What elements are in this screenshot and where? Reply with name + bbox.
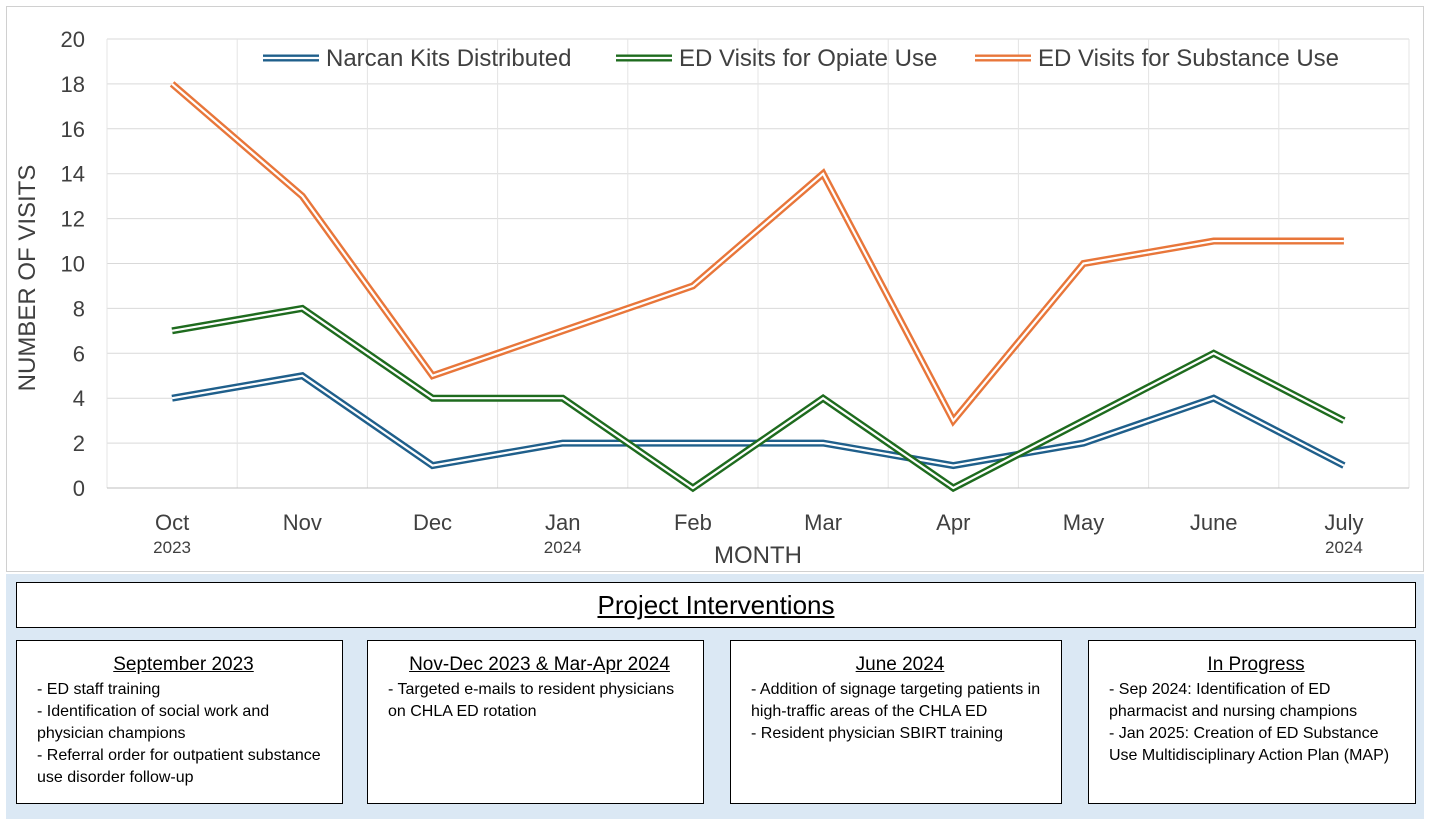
- y-tick-label: 16: [61, 117, 85, 142]
- card-title: September 2023: [113, 654, 254, 675]
- y-tick-label: 8: [73, 296, 85, 321]
- x-year-label: 2024: [1325, 538, 1363, 557]
- legend: Narcan Kits Distributed ED Visits for Opi…: [263, 45, 1339, 72]
- interventions-panel: Project Interventions September 2023 - E…: [6, 574, 1424, 819]
- x-tick-label: Dec: [413, 510, 452, 535]
- card-item: - Sep 2024: Identification of ED pharmac…: [1109, 681, 1358, 720]
- legend-label: ED Visits for Substance Use: [1038, 45, 1339, 72]
- chart-area: 0 2 4 6 8 10 12 14 16 18 20 Oct 2023 Nov Dec Jan 2024 Fe…: [6, 6, 1424, 572]
- intervention-card-in-progress: In Progress - Sep 2024: Identification o…: [1088, 640, 1416, 804]
- legend-entry: ED Visits for Substance Use: [975, 45, 1339, 72]
- card-title: Nov-Dec 2023 & Mar-Apr 2024: [409, 654, 670, 675]
- intervention-card-nov-dec-2023: Nov-Dec 2023 & Mar-Apr 2024 - Targeted e…: [367, 640, 704, 804]
- x-axis-ticks: Oct 2023 Nov Dec Jan 2024 Feb Mar Apr May June July…: [153, 510, 1363, 557]
- interventions-title: Project Interventions: [16, 582, 1416, 628]
- x-year-label: 2023: [153, 538, 191, 557]
- x-tick-label: Oct: [155, 510, 189, 535]
- x-tick-label: July: [1324, 510, 1363, 535]
- y-axis-title: NUMBER OF VISITS: [14, 165, 41, 392]
- card-item: - ED staff training: [37, 681, 161, 698]
- card-title: June 2024: [855, 654, 945, 675]
- y-axis-ticks: 0 2 4 6 8 10 12 14 16 18 20: [61, 27, 85, 501]
- y-tick-label: 0: [73, 476, 85, 501]
- x-year-label: 2024: [544, 538, 582, 557]
- y-tick-label: 14: [61, 162, 85, 187]
- intervention-card-september-2023: September 2023 - ED staff training - Ide…: [16, 640, 343, 804]
- card-item: - Targeted e-mails to resident physician…: [388, 681, 675, 720]
- legend-entry: ED Visits for Opiate Use: [616, 45, 937, 72]
- line-chart: 0 2 4 6 8 10 12 14 16 18 20 Oct 2023 Nov Dec Jan 2024 Fe…: [14, 27, 1410, 569]
- x-tick-label: Nov: [283, 510, 322, 535]
- y-tick-label: 18: [61, 72, 85, 97]
- y-tick-label: 12: [61, 207, 85, 232]
- x-tick-label: June: [1190, 510, 1238, 535]
- card-title: In Progress: [1207, 654, 1305, 675]
- y-tick-label: 4: [73, 386, 85, 411]
- card-item: - Referral order for outpatient substanc…: [37, 747, 321, 786]
- card-item: - Resident physician SBIRT training: [751, 725, 1003, 742]
- legend-entry: Narcan Kits Distributed: [263, 45, 571, 72]
- x-axis-title: MONTH: [714, 542, 802, 569]
- card-item: - Identification of social work and phys…: [37, 703, 270, 742]
- legend-label: ED Visits for Opiate Use: [679, 45, 937, 72]
- x-tick-label: Jan: [545, 510, 580, 535]
- grid-lines: [106, 38, 1410, 489]
- x-tick-label: May: [1063, 510, 1105, 535]
- card-item: - Addition of signage targeting patients…: [751, 681, 1041, 720]
- intervention-card-june-2024: June 2024 - Addition of signage targetin…: [730, 640, 1062, 804]
- legend-label: Narcan Kits Distributed: [326, 45, 571, 72]
- card-item: - Jan 2025: Creation of ED Substance Use…: [1109, 725, 1390, 764]
- y-tick-label: 6: [73, 341, 85, 366]
- series-1: [171, 304, 1346, 493]
- x-tick-label: Feb: [674, 510, 712, 535]
- x-tick-label: Apr: [936, 510, 970, 535]
- y-tick-label: 10: [61, 252, 85, 277]
- y-tick-label: 20: [61, 27, 85, 52]
- series-lines: [169, 81, 1346, 493]
- series-2: [169, 81, 1344, 427]
- y-tick-label: 2: [73, 431, 85, 456]
- series-line-inner: [171, 83, 1344, 423]
- series-line-inner: [171, 307, 1345, 490]
- x-tick-label: Mar: [804, 510, 842, 535]
